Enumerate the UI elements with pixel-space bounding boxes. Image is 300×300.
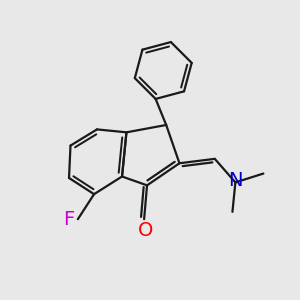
Text: F: F	[63, 210, 74, 229]
Text: N: N	[228, 171, 243, 190]
Text: O: O	[138, 221, 153, 240]
